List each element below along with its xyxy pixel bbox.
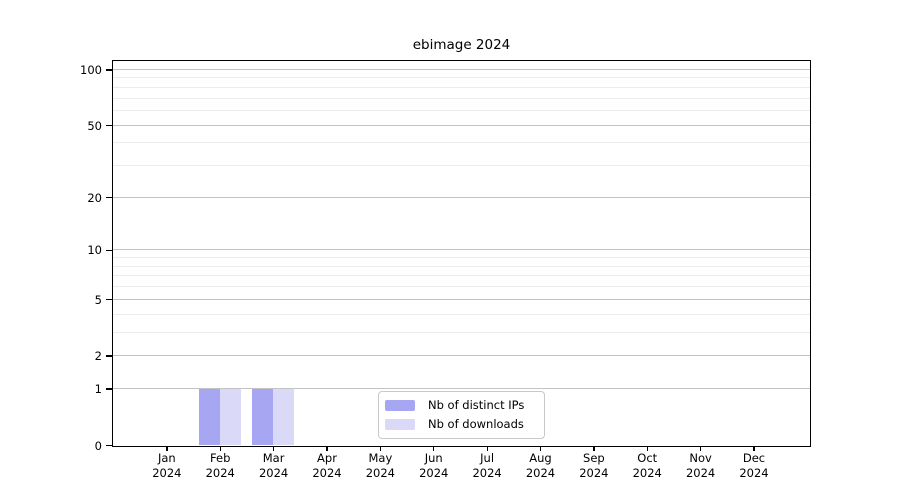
y-tick-mark bbox=[106, 197, 112, 199]
y-tick-label: 1 bbox=[94, 382, 102, 397]
bar-distinct-ips bbox=[252, 388, 274, 445]
gridline-minor bbox=[113, 97, 810, 99]
legend-item-downloads: Nb of downloads bbox=[385, 417, 534, 431]
x-tick-mark bbox=[646, 446, 648, 451]
gridline-minor bbox=[113, 331, 810, 333]
gridline-minor bbox=[113, 313, 810, 315]
x-tick-label: Mar 2024 bbox=[258, 451, 289, 480]
legend-label-downloads: Nb of downloads bbox=[428, 417, 524, 431]
y-tick-mark bbox=[106, 444, 112, 447]
gridline-major bbox=[113, 388, 810, 390]
x-tick-label: Feb 2024 bbox=[205, 451, 235, 480]
y-tick-mark bbox=[106, 124, 112, 127]
gridline-minor bbox=[113, 257, 810, 259]
chart-title: ebimage 2024 bbox=[412, 37, 511, 53]
y-tick-label: 2 bbox=[94, 349, 102, 364]
y-tick-mark bbox=[106, 355, 112, 357]
y-tick-mark bbox=[106, 388, 112, 390]
legend: Nb of distinct IPs Nb of downloads bbox=[378, 391, 545, 439]
x-tick-label: Aug 2024 bbox=[525, 451, 556, 480]
x-tick-label: May 2024 bbox=[365, 451, 395, 480]
x-tick-label: Nov 2024 bbox=[685, 451, 716, 480]
x-tick-label: Sep 2024 bbox=[579, 451, 609, 480]
gridline-minor bbox=[113, 286, 810, 288]
gridline-minor bbox=[113, 165, 810, 167]
y-tick-label: 0 bbox=[94, 438, 102, 453]
bar-downloads bbox=[219, 388, 241, 445]
gridline-major bbox=[113, 124, 810, 126]
gridline-minor bbox=[113, 275, 810, 277]
x-tick-mark bbox=[326, 446, 328, 451]
x-tick-label: Jul 2024 bbox=[472, 451, 502, 480]
gridline-minor bbox=[113, 109, 810, 111]
y-tick-label: 50 bbox=[87, 118, 102, 133]
legend-label-distinct-ips: Nb of distinct IPs bbox=[428, 398, 525, 412]
legend-item-distinct-ips: Nb of distinct IPs bbox=[385, 398, 534, 412]
bar-downloads bbox=[273, 388, 295, 445]
plot-area bbox=[112, 60, 811, 447]
x-tick-label: Jan 2024 bbox=[152, 451, 182, 480]
legend-swatch-distinct-ips-icon bbox=[385, 399, 415, 411]
x-tick-label: Oct 2024 bbox=[632, 451, 662, 480]
x-tick-label: Dec 2024 bbox=[739, 451, 769, 480]
y-tick-mark bbox=[106, 69, 112, 71]
gridline-minor bbox=[113, 265, 810, 267]
bar-distinct-ips bbox=[198, 388, 220, 445]
legend-swatch-downloads-icon bbox=[385, 418, 415, 430]
x-tick-mark bbox=[486, 446, 488, 451]
gridline-minor bbox=[113, 86, 810, 88]
x-tick-mark bbox=[166, 446, 168, 451]
gridline-major bbox=[113, 249, 810, 251]
x-tick-mark bbox=[700, 446, 702, 451]
gridline-minor bbox=[113, 77, 810, 79]
x-tick-label: Jun 2024 bbox=[419, 451, 449, 480]
gridline-major bbox=[113, 298, 810, 300]
y-tick-label: 20 bbox=[87, 190, 102, 205]
x-tick-mark bbox=[219, 446, 221, 451]
x-tick-mark bbox=[273, 446, 275, 451]
y-tick-mark bbox=[106, 299, 112, 301]
y-tick-mark bbox=[106, 249, 112, 252]
gridline-major bbox=[113, 355, 810, 357]
y-tick-label: 10 bbox=[87, 243, 102, 258]
gridline-major bbox=[113, 68, 810, 70]
x-tick-mark bbox=[433, 446, 435, 451]
y-tick-label: 5 bbox=[94, 292, 102, 307]
x-tick-label: Apr 2024 bbox=[312, 451, 342, 480]
y-tick-label: 100 bbox=[80, 62, 102, 77]
x-tick-mark bbox=[593, 446, 595, 451]
x-tick-mark bbox=[753, 446, 755, 451]
x-tick-mark bbox=[539, 446, 542, 451]
x-tick-mark bbox=[379, 446, 382, 451]
gridline-major bbox=[113, 196, 810, 198]
gridline-minor bbox=[113, 142, 810, 144]
